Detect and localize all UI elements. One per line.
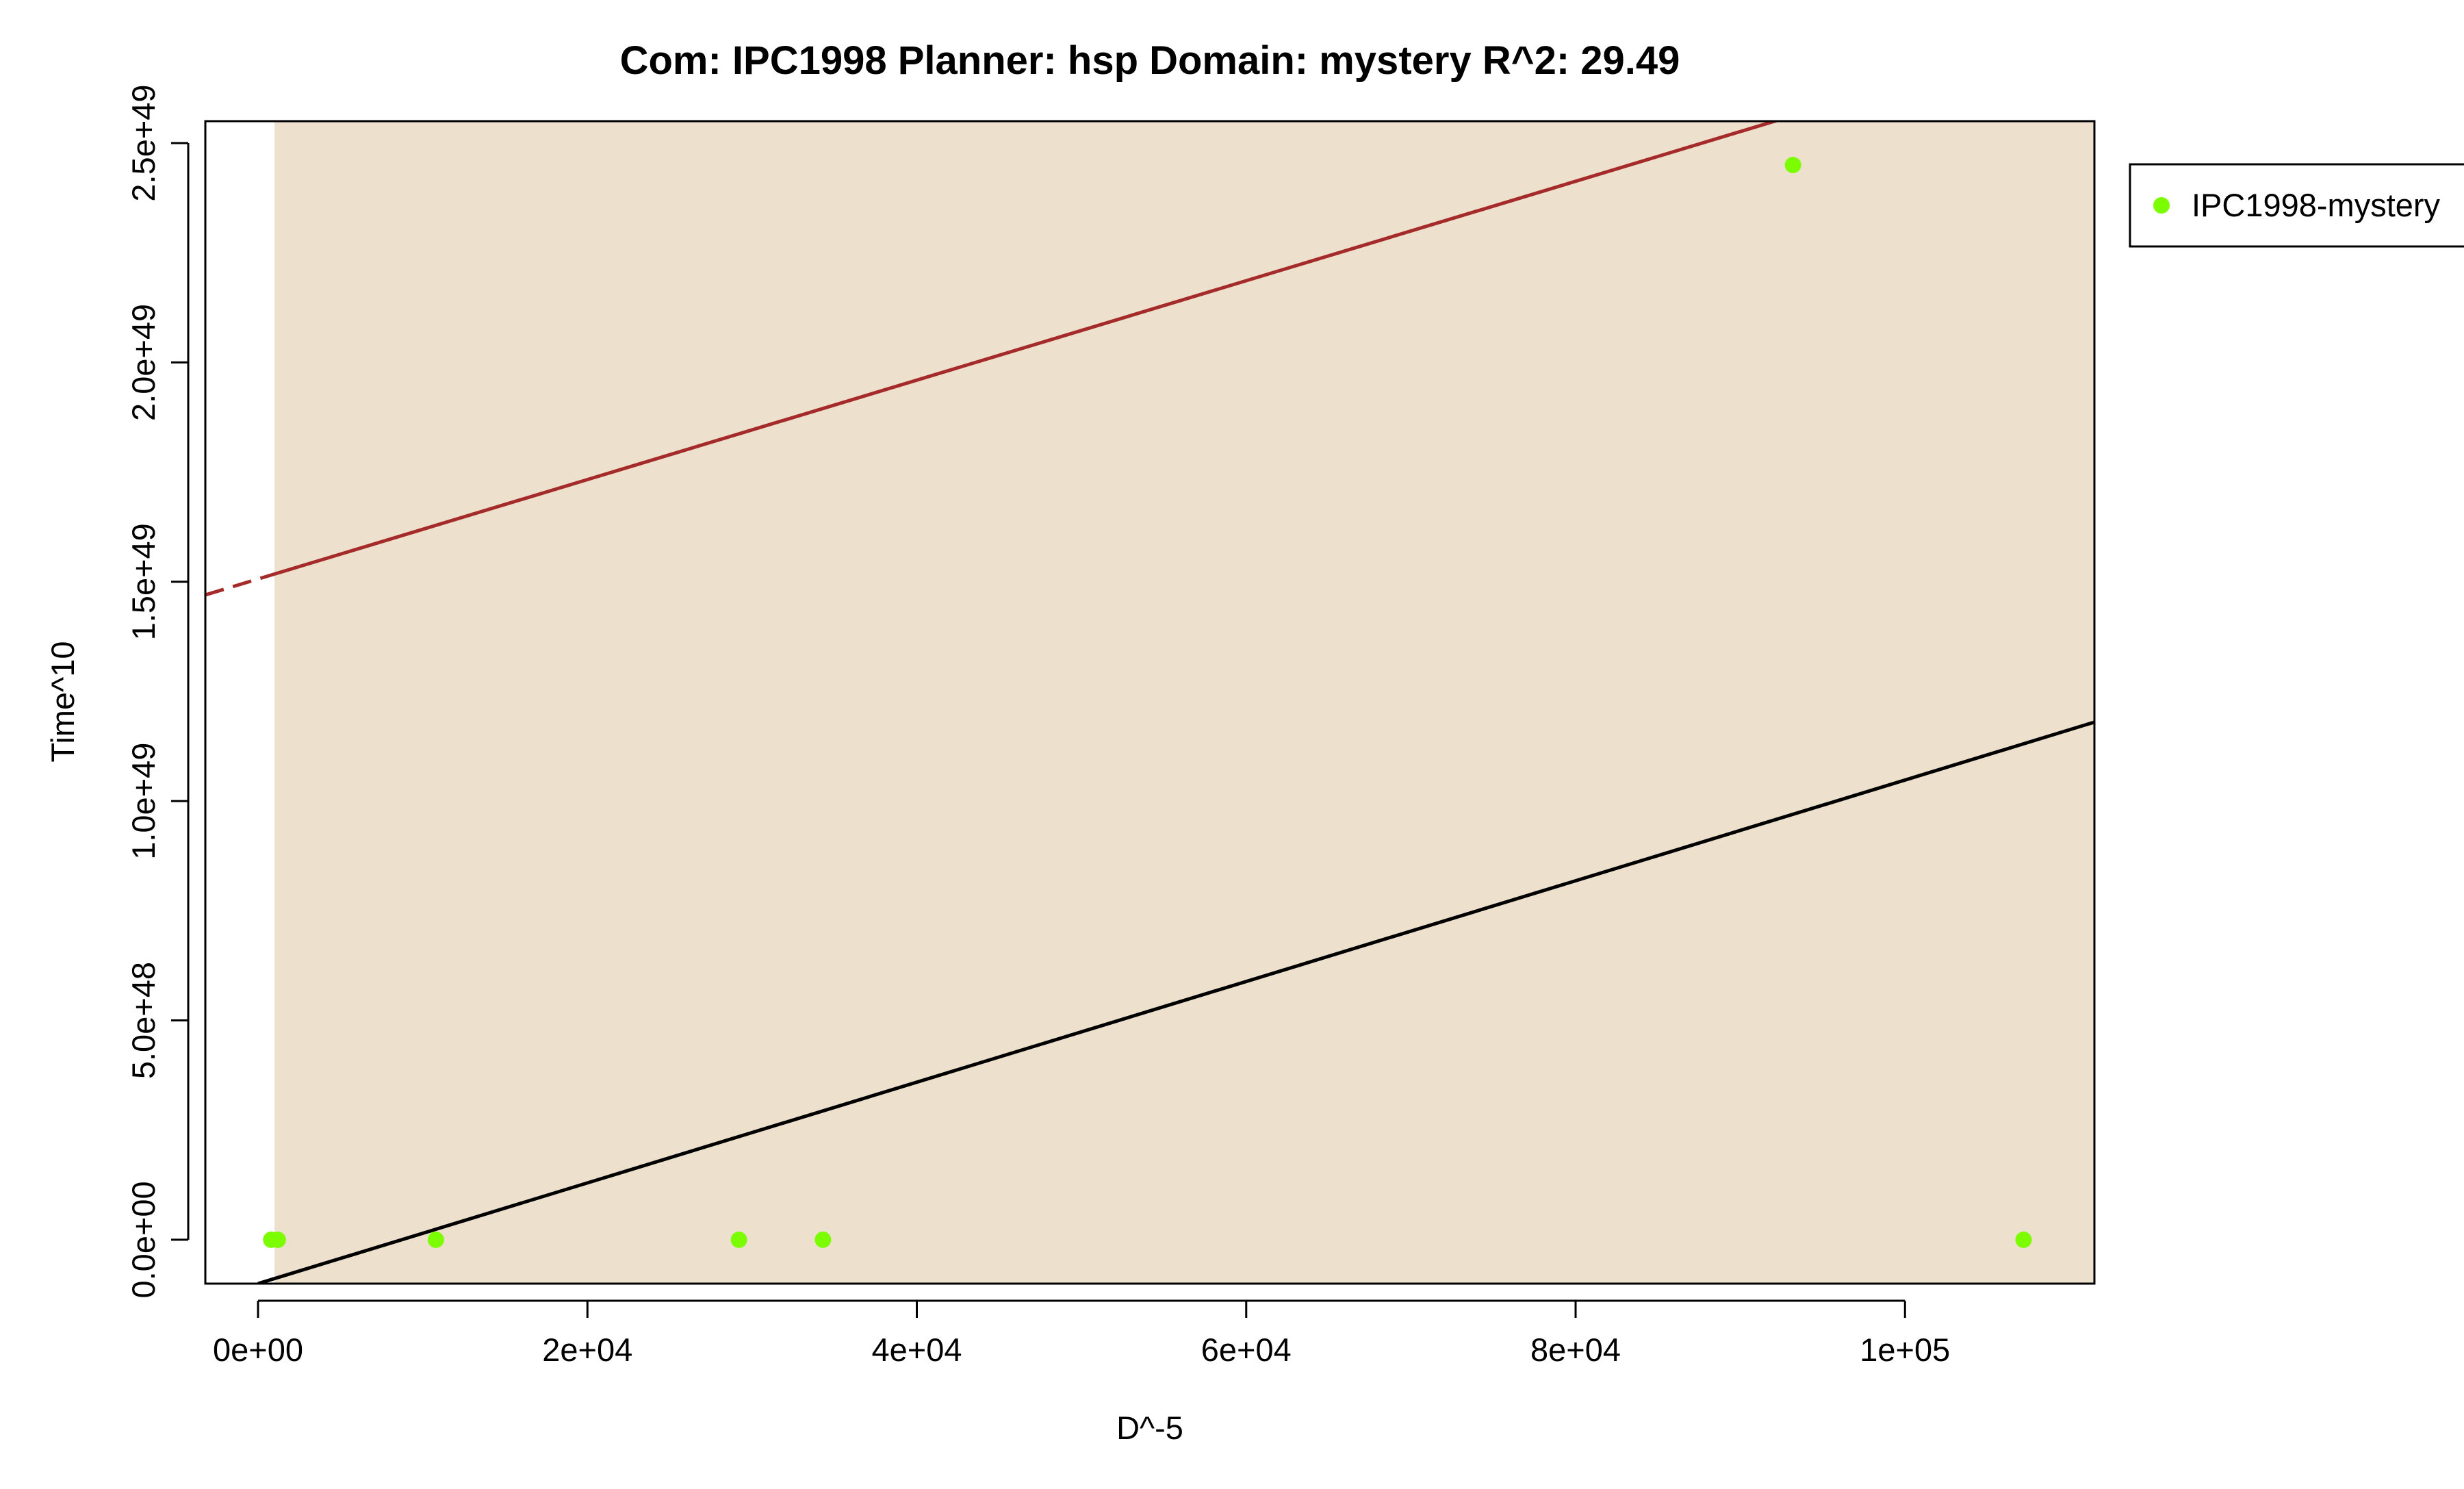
data-points [263,157,2032,1248]
y-tick-label: 2.5e+49 [125,84,162,201]
x-axis: 0e+00 2e+04 4e+04 6e+04 8e+04 1e+05 [213,1299,1950,1368]
legend: IPC1998-mystery [2129,163,2464,248]
y-axis-label: Time^10 [44,641,81,762]
plot-frame [204,120,2096,1285]
y-tick-label: 2.0e+49 [125,304,162,421]
data-point [2015,1231,2032,1248]
data-point [1784,157,1801,174]
y-tick-label: 5.0e+48 [125,962,162,1079]
chart-title: Com: IPC1998 Planner: hsp Domain: myster… [620,38,1680,83]
x-tick-label: 4e+04 [872,1332,962,1368]
x-axis-label: D^-5 [1116,1410,1183,1446]
legend-box [2129,163,2464,248]
x-tick-label: 1e+05 [1860,1332,1950,1368]
plot-lines [205,121,2094,1284]
data-point [427,1231,444,1248]
y-tick-label: 1.5e+49 [125,523,162,640]
y-axis: 0.0e+00 5.0e+48 1.0e+49 1.5e+49 2.0e+49 2.5e+… [125,84,190,1299]
legend-marker [2153,197,2170,214]
y-tick-label: 0.0e+00 [125,1181,162,1298]
shaded-region [274,121,2094,1284]
legend-label: IPC1998-mystery [2192,187,2441,223]
data-point [269,1231,286,1248]
x-tick-label: 8e+04 [1530,1332,1621,1368]
data-point [814,1231,832,1248]
fit-line [257,720,2094,1284]
upper-band-line-dashed [205,572,275,597]
x-tick-label: 2e+04 [542,1332,632,1368]
upper-band-line [274,121,1781,576]
y-tick-label: 1.0e+49 [125,743,162,860]
x-tick-label: 0e+00 [213,1332,303,1368]
x-tick-label: 6e+04 [1201,1332,1292,1368]
data-point [730,1231,747,1248]
